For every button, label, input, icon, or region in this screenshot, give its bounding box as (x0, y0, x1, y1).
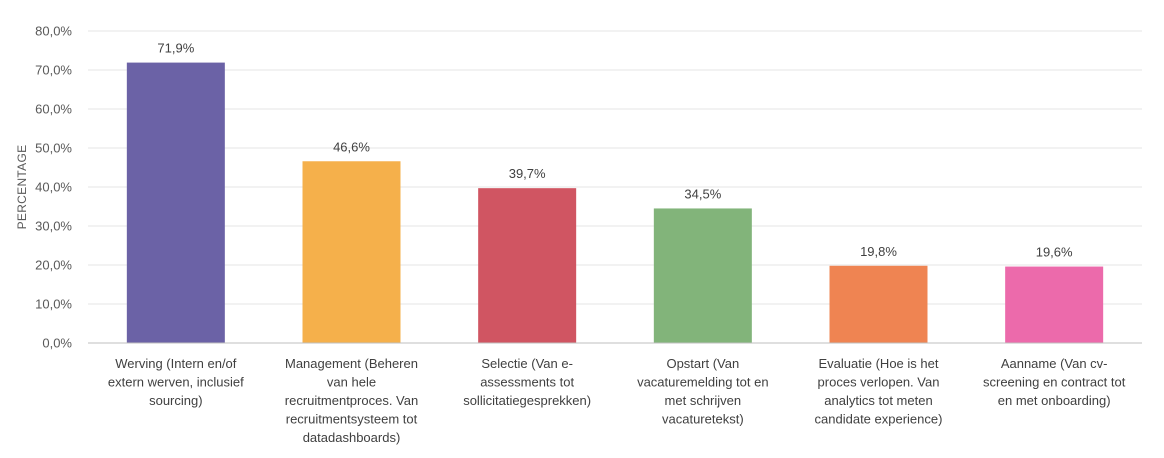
data-label: 46,6% (333, 139, 370, 154)
y-tick-label: 60,0% (35, 102, 72, 117)
category-label: Evaluatie (Hoe is het proces verlopen. Va… (815, 356, 943, 427)
y-tick-label: 30,0% (35, 219, 72, 234)
data-label: 39,7% (509, 166, 546, 181)
data-labels: 71,9% 46,6% 39,7% 34,5% 19,8% 19,6% (157, 41, 1073, 260)
y-tick-label: 40,0% (35, 180, 72, 195)
y-tick-label: 80,0% (35, 24, 72, 39)
bar (478, 188, 577, 343)
bar (126, 62, 225, 344)
bar (653, 208, 752, 343)
data-label: 34,5% (684, 186, 721, 201)
y-tick-label: 0,0% (42, 336, 72, 351)
y-axis-ticks: 0,0% 10,0% 20,0% 30,0% 40,0% 50,0% 60,0% 70,0% 8… (35, 24, 72, 351)
y-axis-label: PERCENTAGE (15, 145, 29, 230)
gridlines (88, 30, 1142, 305)
bar (302, 161, 401, 343)
bars (126, 62, 1104, 344)
category-label: Selectie (Van e-assessments tot sollicita… (463, 356, 591, 408)
y-tick-label: 50,0% (35, 141, 72, 156)
category-labels: Werving (Intern en/of extern werven, incl… (108, 356, 1126, 445)
bar (829, 265, 928, 343)
bar (1005, 266, 1104, 343)
category-label: Management (Beheren van hele recruitmentpr… (285, 356, 418, 445)
data-label: 19,8% (860, 244, 897, 259)
category-label: Werving (Intern en/of extern werven, incl… (108, 356, 244, 408)
y-tick-label: 20,0% (35, 258, 72, 273)
category-label: Opstart (Van vacaturemelding tot en met sc… (637, 356, 769, 427)
y-tick-label: 10,0% (35, 297, 72, 312)
data-label: 19,6% (1036, 245, 1073, 260)
data-label: 71,9% (157, 41, 194, 56)
y-tick-label: 70,0% (35, 63, 72, 78)
category-label: Aanname (Van cv-screening en contract to… (983, 356, 1126, 408)
